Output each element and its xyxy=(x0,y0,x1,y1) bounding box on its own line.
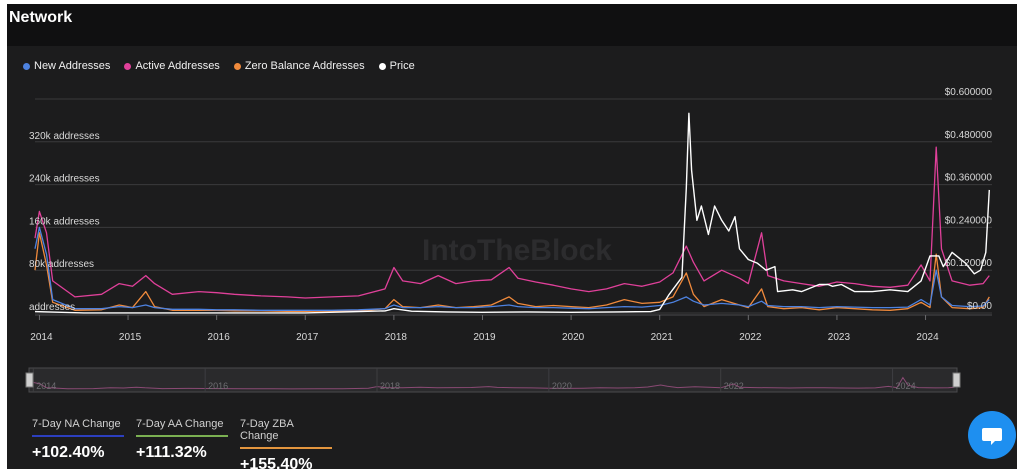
y-right-tick-label: $0.600000 xyxy=(945,87,993,98)
panel-header: Network xyxy=(7,4,1017,46)
stat-na-change: 7-Day NA Change +102.40% xyxy=(32,418,124,474)
navigator-label: 2020 xyxy=(552,381,572,391)
legend-item-new-addresses[interactable]: New Addresses xyxy=(23,60,110,72)
legend-label-price: Price xyxy=(389,60,415,72)
y-right-tick-label: $0.480000 xyxy=(945,130,993,141)
stat-zba-underline xyxy=(240,447,332,449)
watermark: IntoTheBlock xyxy=(422,234,612,267)
series-line-new-addresses xyxy=(34,226,990,311)
x-tick-label: 2015 xyxy=(119,332,142,343)
legend-item-zero-balance-addresses[interactable]: Zero Balance Addresses xyxy=(233,60,365,72)
legend-label-active-addresses: Active Addresses xyxy=(135,60,220,72)
y-axis-right: $0.00 $0.120000 $0.240000 $0.360000 $0.48000… xyxy=(945,87,993,312)
navigator-label: 2024 xyxy=(896,381,916,391)
navigator-label: 2022 xyxy=(724,381,744,391)
chart-legend: New Addresses Active Addresses Zero Bala… xyxy=(23,60,415,72)
legend-label-zero-balance-addresses: Zero Balance Addresses xyxy=(244,60,365,72)
x-tick-label: 2016 xyxy=(208,332,231,343)
x-tick-label: 2023 xyxy=(828,332,851,343)
y-right-tick-label: $0.00 xyxy=(967,301,992,312)
y-right-tick-label: $0.120000 xyxy=(945,258,993,269)
chart-grid xyxy=(35,98,992,314)
panel-title: Network xyxy=(9,9,73,26)
x-tick-label: 2018 xyxy=(385,332,408,343)
y-axis-left: addresses 80k addresses 160k addresses 240k… xyxy=(29,131,100,313)
y-left-tick-label: 240k addresses xyxy=(29,174,100,185)
legend-item-price[interactable]: Price xyxy=(378,60,415,72)
legend-dot-zero-balance-addresses xyxy=(233,62,241,70)
stat-na-label: 7-Day NA Change xyxy=(32,418,121,430)
x-axis: 2014 2015 2016 2017 2018 2019 2020 2021 2022 2023… xyxy=(30,314,992,343)
stat-aa-underline xyxy=(136,435,228,437)
navigator-handle[interactable] xyxy=(952,372,961,388)
navigator-handle[interactable] xyxy=(25,372,34,388)
legend-item-active-addresses[interactable]: Active Addresses xyxy=(124,60,220,72)
navigator-label: 2014 xyxy=(36,381,56,391)
network-chart: IntoTheBlock addresses 80k addresses 160k … xyxy=(25,87,993,393)
y-left-tick-label: 80k addresses xyxy=(29,259,94,270)
stat-zba-value: +155.40% xyxy=(240,456,313,473)
x-tick-label: 2022 xyxy=(739,332,762,343)
navigator-label: 2018 xyxy=(380,381,400,391)
network-panel: Network New Addresses Active Addresses Z… xyxy=(7,4,1017,473)
legend-dot-active-addresses xyxy=(124,62,132,70)
stat-aa-label: 7-Day AA Change xyxy=(136,418,224,430)
stat-zba-change: 7-Day ZBA Change +155.40% xyxy=(240,418,332,474)
stat-zba-label: 7-Day ZBA Change xyxy=(240,418,294,442)
series-line-price xyxy=(34,112,990,314)
x-tick-label: 2021 xyxy=(651,332,674,343)
legend-dot-price xyxy=(378,62,386,70)
stat-na-value: +102.40% xyxy=(32,444,105,461)
legend-dot-new-addresses xyxy=(23,62,30,70)
y-right-tick-label: $0.240000 xyxy=(945,215,993,226)
chat-icon xyxy=(982,428,1002,445)
x-tick-label: 2024 xyxy=(916,332,939,343)
chat-button[interactable] xyxy=(968,411,1016,459)
series-line-active-addresses xyxy=(34,146,990,299)
navigator-series xyxy=(28,376,955,390)
y-left-tick-label: addresses xyxy=(29,302,75,313)
navigator-label: 2016 xyxy=(208,381,228,391)
x-tick-label: 2014 xyxy=(30,332,53,343)
y-left-tick-label: 320k addresses xyxy=(29,131,100,142)
y-left-tick-label: 160k addresses xyxy=(29,216,100,227)
chart-series xyxy=(34,112,990,314)
x-tick-label: 2019 xyxy=(473,332,496,343)
x-tick-label: 2020 xyxy=(562,332,585,343)
series-line-zero-balance-addresses xyxy=(34,232,990,313)
stat-na-underline xyxy=(32,435,124,437)
legend-label-new-addresses: New Addresses xyxy=(34,60,111,72)
change-stats: 7-Day NA Change +102.40% 7-Day AA Change… xyxy=(32,418,332,474)
stat-aa-value: +111.32% xyxy=(136,444,207,461)
x-tick-label: 2017 xyxy=(296,332,319,343)
stat-aa-change: 7-Day AA Change +111.32% xyxy=(136,418,228,474)
y-right-tick-label: $0.360000 xyxy=(945,173,993,184)
range-navigator: 2014 2016 2018 2020 2022 2024 xyxy=(25,367,961,393)
